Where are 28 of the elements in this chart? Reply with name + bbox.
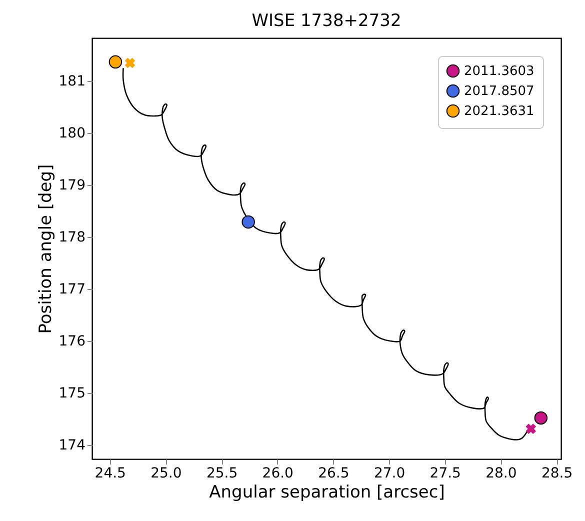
- legend-label: 2017.8507: [464, 84, 534, 99]
- x-tick-label: 28.0: [486, 466, 517, 482]
- x-axis-title: Angular separation [arcsec]: [209, 482, 445, 502]
- x-tick-label: 28.5: [541, 466, 573, 482]
- point: [124, 58, 136, 68]
- x-tick-label: 25.5: [206, 466, 238, 482]
- y-tick-label: 177: [58, 282, 86, 298]
- y-tick-label: 181: [58, 74, 86, 90]
- y-tick-label: 179: [58, 178, 86, 194]
- y-tick-label: 176: [58, 334, 86, 350]
- point: [534, 411, 548, 425]
- x-tick-label: 26.0: [262, 466, 294, 482]
- y-tick-label: 175: [58, 385, 86, 402]
- point: [526, 424, 536, 434]
- chart-title: WISE 1738+2732: [252, 11, 402, 31]
- x-tick-label: 24.5: [94, 466, 126, 482]
- x-tick-label: 27.0: [374, 466, 406, 482]
- legend-label: 2011.3603: [464, 64, 534, 79]
- y-tick-label: 178: [58, 230, 86, 246]
- x-tick-label: 25.0: [150, 466, 182, 482]
- y-axis-title: Position angle [deg]: [36, 164, 56, 334]
- point: [242, 215, 255, 229]
- y-tick-label: 180: [58, 126, 86, 142]
- point: [108, 55, 122, 69]
- legend-label: 2021.3631: [464, 104, 534, 119]
- x-tick-label: 27.5: [430, 466, 461, 482]
- y-tick-label: 174: [58, 437, 86, 454]
- x-tick-label: 26.5: [318, 466, 350, 482]
